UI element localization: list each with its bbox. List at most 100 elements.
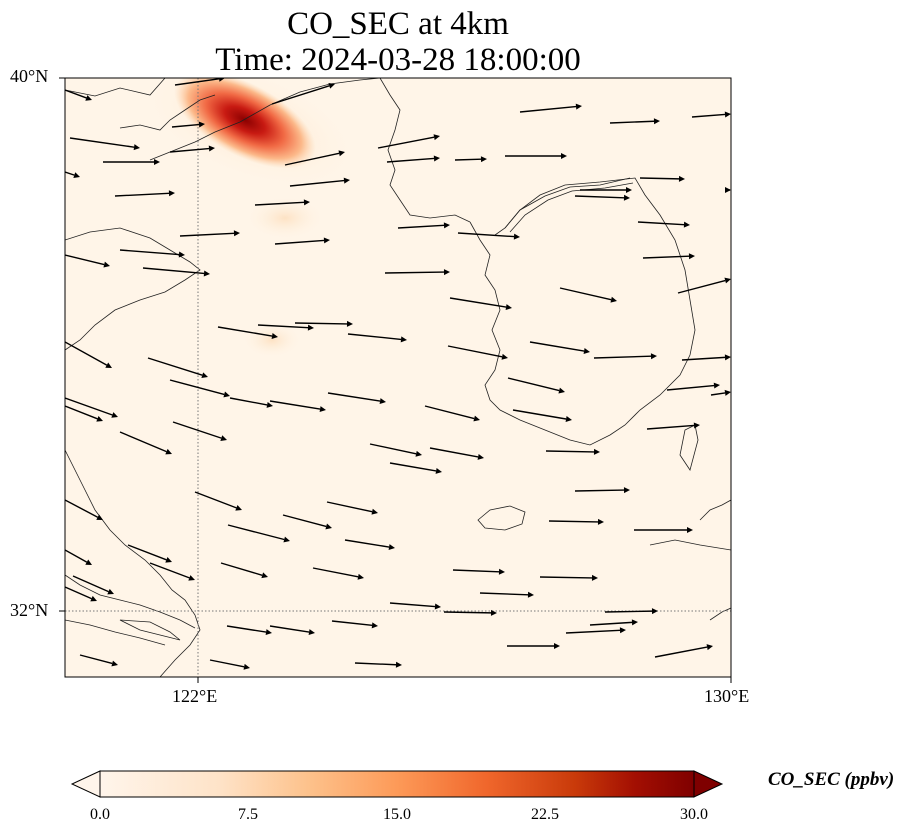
wind-arrow <box>369 443 417 455</box>
wind-arrow-head <box>400 336 407 343</box>
wind-arrow-head <box>724 354 731 361</box>
wind-arrow-head <box>198 121 205 128</box>
colorbar-tick-label: 22.5 <box>531 806 559 823</box>
wind-arrow-head <box>208 145 215 152</box>
wind-arrow-head <box>683 221 690 228</box>
lat-label-32n: 32°N <box>10 600 49 620</box>
wind-arrow <box>646 424 695 430</box>
wind-arrow-head <box>623 194 630 201</box>
wind-arrow-head <box>724 389 731 396</box>
wind-arrow-head <box>218 78 225 82</box>
wind-arrow-head <box>346 320 353 327</box>
wind-arrow <box>559 287 612 301</box>
wind-arrow <box>312 567 359 578</box>
wind-arrow <box>386 157 435 163</box>
wind-arrow-head <box>343 177 350 184</box>
wind-arrow-head <box>433 155 440 162</box>
wind-arrow-head <box>107 588 114 595</box>
wind-arrow <box>331 620 373 627</box>
wind-arrow <box>454 158 482 161</box>
wind-arrow-head <box>308 629 315 636</box>
wind-arrow <box>79 654 113 665</box>
wind-arrow <box>271 85 330 105</box>
colorbar-gradient <box>100 771 694 797</box>
wind-arrow <box>548 520 599 523</box>
wind-arrow-head <box>693 422 700 429</box>
wind-arrow-head <box>243 663 250 670</box>
wind-arrow <box>529 341 585 352</box>
wind-arrow <box>589 621 633 626</box>
wind-arrow <box>609 120 655 124</box>
wind-arrow-head <box>223 391 230 398</box>
wind-arrow <box>274 239 325 245</box>
wind-arrow-head <box>303 199 310 206</box>
colorbar-tick-label: 0.0 <box>90 806 110 823</box>
map-title: CO_SEC at 4km <box>287 6 509 42</box>
wind-arrow-head <box>443 222 450 229</box>
wind-arrow-head <box>111 660 118 667</box>
wind-arrow <box>119 249 180 256</box>
wind-arrow <box>227 524 285 541</box>
wind-arrow <box>452 569 500 573</box>
wind-arrow-head <box>498 568 505 575</box>
colorbar <box>70 770 724 798</box>
wind-arrow-head <box>96 514 103 520</box>
wind-arrow <box>65 171 75 176</box>
wind-arrow-head <box>583 348 590 354</box>
wind-arrow-head <box>203 270 210 277</box>
wind-arrow <box>443 611 492 614</box>
wind-arrow <box>639 177 680 180</box>
wind-arrow-head <box>626 187 632 193</box>
colorbar-extend-min <box>70 770 101 798</box>
wind-arrow-head <box>593 448 600 455</box>
wind-arrow <box>457 232 515 238</box>
wind-arrow-head <box>554 643 560 649</box>
wind-arrow-head <box>558 387 565 394</box>
wind-arrow <box>217 326 273 337</box>
wind-arrow <box>327 392 381 402</box>
wind-arrow-head <box>653 118 660 125</box>
lon-label-122e: 122°E <box>172 686 218 706</box>
colorbar-tick-label: 7.5 <box>238 806 258 823</box>
wind-arrow <box>604 610 653 613</box>
wind-arrow <box>344 539 390 548</box>
wind-arrow-head <box>631 619 638 626</box>
wind-arrow <box>114 192 170 197</box>
wind-arrow <box>677 279 726 294</box>
wind-arrow <box>710 392 726 396</box>
wind-arrow <box>507 377 560 392</box>
wind-arrow <box>377 136 435 149</box>
wind-arrow <box>194 491 237 509</box>
wind-arrow-head <box>435 468 442 474</box>
wind-arrow <box>226 625 267 633</box>
wind-arrow-head <box>388 544 395 551</box>
wind-arrow-head <box>415 450 422 457</box>
colorbar-tick-label: 15.0 <box>383 806 411 823</box>
wind-arrow-head <box>597 518 604 525</box>
wind-arrow <box>294 322 348 325</box>
wind-arrow-head <box>133 144 140 151</box>
wind-arrow <box>119 431 167 453</box>
wind-arrow-head <box>73 172 80 178</box>
colorbar-tick-label: 30.0 <box>680 806 708 823</box>
wind-arrow <box>65 397 113 416</box>
co-plume <box>174 78 316 169</box>
wind-arrow <box>565 629 621 634</box>
coastline <box>65 78 731 677</box>
wind-arrow-head <box>307 324 314 331</box>
wind-arrow <box>512 409 567 420</box>
wind-vector-field <box>65 78 731 670</box>
wind-arrow <box>65 254 105 266</box>
wind-arrow <box>637 221 685 226</box>
wind-arrow <box>257 324 309 329</box>
wind-arrow-head <box>505 304 512 311</box>
wind-arrow-head <box>575 103 582 110</box>
wind-arrow-head <box>111 412 118 418</box>
wind-arrow-head <box>688 253 695 260</box>
wind-arrow <box>209 659 245 668</box>
wind-arrow-head <box>623 487 630 494</box>
wind-arrow-head <box>103 261 110 268</box>
wind-arrow <box>389 462 437 472</box>
wind-arrow-head <box>650 353 657 360</box>
